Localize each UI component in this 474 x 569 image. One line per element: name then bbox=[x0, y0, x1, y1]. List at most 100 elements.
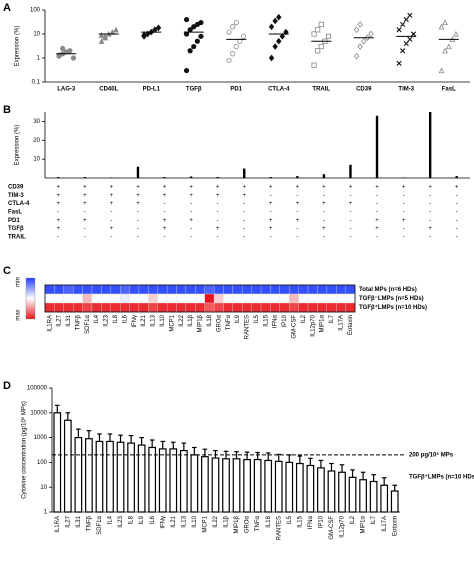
data-point bbox=[268, 23, 275, 31]
matrix-sign: - bbox=[349, 234, 351, 240]
bar bbox=[211, 457, 220, 513]
x-tick-label: IFNγ bbox=[160, 516, 166, 529]
x-tick-label: IP10 bbox=[318, 515, 324, 528]
x-tick-label: TRAIL bbox=[312, 87, 330, 93]
matrix-sign: + bbox=[163, 193, 167, 199]
y-tick-label: 10 bbox=[33, 157, 40, 163]
data-point bbox=[240, 33, 247, 39]
panel-label: B bbox=[3, 104, 11, 116]
bar bbox=[253, 458, 262, 513]
data-point bbox=[442, 19, 448, 26]
data-point bbox=[445, 43, 452, 50]
data-point bbox=[407, 12, 413, 18]
x-tick-label: PD-L1 bbox=[143, 87, 161, 93]
bar bbox=[338, 471, 346, 513]
x-tick-label: LAG-3 bbox=[57, 87, 76, 93]
matrix-sign: - bbox=[323, 209, 325, 215]
x-tick-label: IL18 bbox=[207, 314, 213, 326]
heatmap-cell bbox=[82, 302, 93, 313]
data-point bbox=[368, 30, 374, 38]
x-tick-label: IL27 bbox=[57, 314, 63, 326]
heatmap-cell bbox=[279, 302, 290, 313]
data-point bbox=[183, 67, 190, 74]
bar bbox=[216, 177, 219, 178]
y-tick-label: 100 bbox=[37, 460, 48, 466]
heatmap-cell bbox=[279, 284, 290, 295]
matrix-sign: - bbox=[456, 201, 458, 207]
matrix-sign: + bbox=[269, 185, 273, 191]
x-tick-label: MIP1β bbox=[234, 515, 240, 533]
heatmap-cell bbox=[185, 302, 196, 313]
matrix-sign: + bbox=[83, 201, 87, 207]
bar bbox=[85, 438, 93, 513]
y-axis-label: Cytokine concentration (pg/10⁶ MPs) bbox=[21, 401, 28, 499]
x-tick-label: MIP1α bbox=[361, 515, 367, 533]
matrix-sign: - bbox=[217, 201, 219, 207]
bar bbox=[222, 458, 230, 513]
bar bbox=[306, 464, 315, 513]
matrix-sign: - bbox=[429, 193, 431, 199]
matrix-sign: - bbox=[110, 234, 112, 240]
heatmap-cell bbox=[307, 293, 318, 304]
matrix-sign: - bbox=[456, 226, 458, 232]
matrix-sign: + bbox=[269, 218, 273, 224]
data-point bbox=[70, 55, 77, 61]
data-point bbox=[283, 28, 289, 36]
x-tick-label: IL8 bbox=[129, 515, 135, 524]
bar bbox=[243, 458, 251, 513]
colorbar-label: max bbox=[16, 309, 22, 320]
heatmap-cell bbox=[204, 302, 215, 313]
data-point bbox=[268, 54, 275, 62]
bar bbox=[148, 446, 157, 513]
heatmap-cell bbox=[44, 293, 55, 304]
colorbar-label: min bbox=[16, 277, 22, 287]
matrix-sign: - bbox=[376, 209, 378, 215]
heatmap-cell bbox=[223, 302, 234, 313]
matrix-sign: - bbox=[164, 234, 166, 240]
bar bbox=[95, 440, 104, 513]
data-point bbox=[396, 27, 402, 33]
x-tick-label: SDF1α bbox=[85, 314, 91, 333]
data-point bbox=[438, 67, 445, 74]
data-point bbox=[315, 48, 321, 54]
matrix-sign: + bbox=[269, 201, 273, 207]
heatmap-cell bbox=[110, 293, 121, 304]
bar bbox=[348, 476, 357, 513]
x-tick-label: TNFα bbox=[226, 314, 232, 330]
data-point bbox=[98, 38, 105, 44]
matrix-sign: - bbox=[323, 193, 325, 199]
x-tick-label: GROα bbox=[245, 515, 251, 533]
matrix-sign: - bbox=[429, 209, 431, 215]
matrix-sign: + bbox=[163, 226, 167, 232]
heatmap-cell bbox=[166, 293, 177, 304]
matrix-sign: + bbox=[110, 185, 114, 191]
matrix-sign: - bbox=[270, 234, 272, 240]
matrix-sign: - bbox=[84, 209, 86, 215]
heatmap-cell bbox=[270, 302, 280, 313]
matrix-sign: + bbox=[189, 193, 193, 199]
data-point bbox=[98, 32, 105, 38]
heatmap-cell bbox=[63, 284, 74, 295]
matrix-sign: + bbox=[163, 185, 167, 191]
matrix-row-label: CTLA-4 bbox=[8, 201, 30, 207]
heatmap-cell bbox=[251, 284, 262, 295]
heatmap-cell bbox=[336, 284, 346, 295]
data-point bbox=[361, 37, 367, 45]
bar bbox=[189, 176, 193, 178]
matrix-sign: - bbox=[190, 226, 192, 232]
matrix-sign: + bbox=[322, 201, 326, 207]
data-point bbox=[279, 32, 286, 40]
matrix-sign: - bbox=[57, 234, 59, 240]
matrix-sign: + bbox=[242, 193, 246, 199]
heatmap-cell bbox=[82, 284, 93, 295]
heatmap-cell bbox=[129, 302, 140, 313]
bar bbox=[285, 461, 294, 513]
data-point bbox=[226, 29, 232, 35]
bar bbox=[83, 177, 87, 178]
heatmap-cell bbox=[326, 293, 337, 304]
heatmap-cell bbox=[157, 302, 168, 313]
bar bbox=[190, 454, 199, 513]
heatmap-cell bbox=[289, 293, 299, 304]
matrix-sign: + bbox=[428, 226, 432, 232]
